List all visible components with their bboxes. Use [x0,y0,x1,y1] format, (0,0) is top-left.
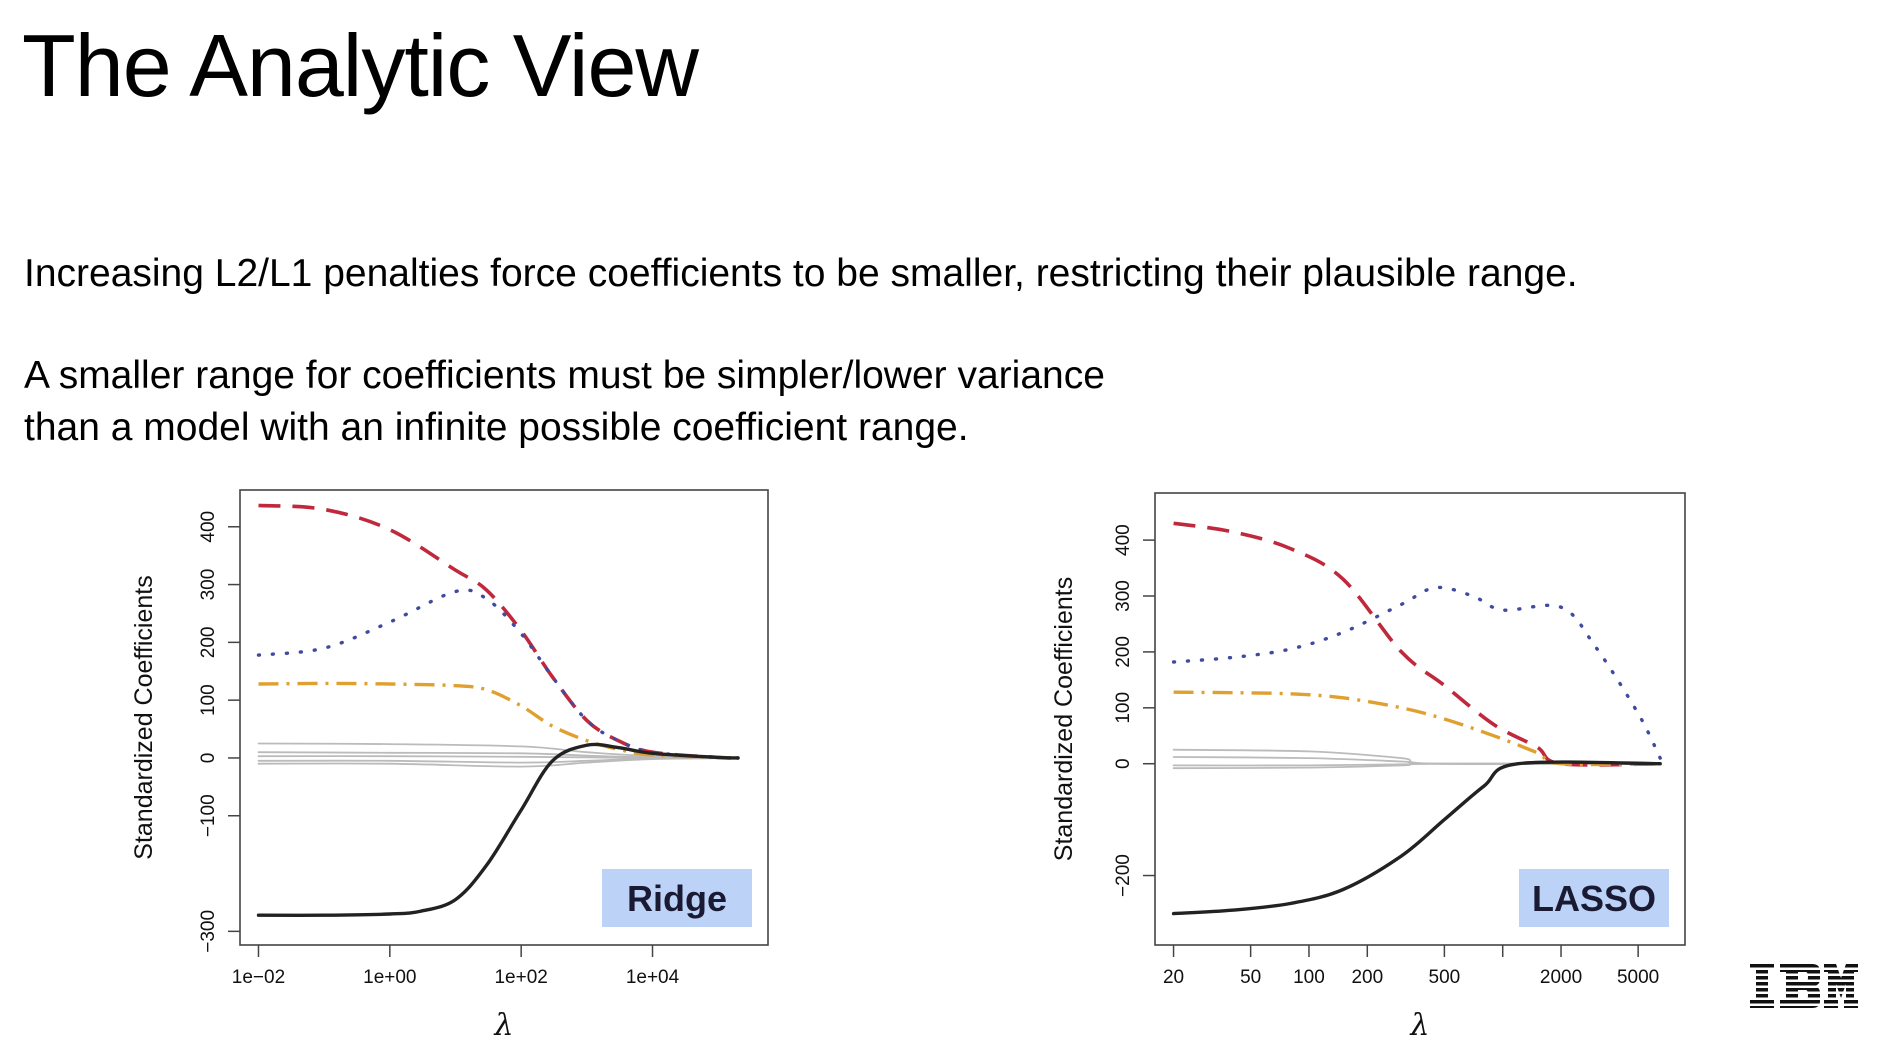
ridge-y-tick-label: −300 [198,910,219,953]
lasso-y-axis-label: Standardized Coefficients [1050,577,1078,861]
lasso-series-limit-line [1171,585,1662,760]
ridge-y-tick-label: 400 [198,511,219,543]
ridge-y-tick-label: −100 [198,794,219,837]
ridge-y-tick-label: 0 [198,753,219,764]
lasso-x-tick-label: 50 [1240,967,1261,988]
paragraph-range-line-1: A smaller range for coefficients must be… [24,354,1105,397]
slide-title: The Analytic View [22,16,699,115]
lasso-x-axis-label: λ [1409,1008,1429,1043]
ridge-y-tick-label: 100 [198,684,219,716]
ridge-series-rating-line [258,681,739,760]
lasso-x-tick-label: 100 [1293,967,1325,988]
paragraph-penalties: Increasing L2/L1 penalties force coeffic… [24,252,1578,295]
ridge-series-others-line [257,742,739,759]
ridge-x-tick-label: 1e+02 [494,967,547,988]
lasso-series-rating-line [1173,690,1661,767]
lasso-y-tick-label: 200 [1113,636,1134,668]
ridge-series-student-line [256,742,740,917]
ridge-badge-label: Ridge [627,878,727,919]
ridge-y-tick-label: 200 [198,627,219,659]
ridge-x-tick-label: 1e+04 [626,967,680,988]
lasso-x-tick-label: 2000 [1540,967,1582,988]
lasso-series-income-line [1173,521,1661,767]
lasso-x-tick-label: 200 [1351,967,1383,988]
ridge-x-tick-label: 1e−02 [232,967,285,988]
ridge-x-tick-label: 1e+00 [363,967,416,988]
ridge-chart: −300 −100 0 100 200 300 400 1e−02 1e+00 1e+02 1e+0… [130,489,769,1043]
ridge-y-tick-label: 300 [198,569,219,601]
lasso-x-tick-label: 500 [1429,967,1461,988]
lasso-badge-label: LASSO [1532,878,1656,919]
lasso-x-tick-label: 20 [1163,967,1184,988]
lasso-series-student-line [1171,760,1662,916]
lasso-y-tick-label: −200 [1113,854,1134,897]
lasso-chart: −200 0 100 200 300 400 20 50 100 200 500 2000 5000 St… [1050,492,1686,1043]
lasso-y-tick-label: 0 [1113,758,1134,769]
ridge-badge [602,869,752,927]
lasso-y-tick-label: 400 [1113,524,1134,556]
lasso-y-tick-label: 300 [1113,580,1134,612]
lasso-badge [1519,869,1669,927]
ridge-y-axis-label: Standardized Coefficients [130,575,158,859]
paragraph-range: A smaller range for coefficients must be… [24,350,1105,454]
lasso-x-tick-label: 5000 [1617,967,1659,988]
ibm-logo [1750,964,1858,1008]
paragraph-range-line-2: than a model with an infinite possible c… [24,406,969,449]
ridge-x-axis-label: λ [493,1008,513,1043]
lasso-y-tick-label: 100 [1113,692,1134,724]
ridge-series-others-line [257,757,739,768]
